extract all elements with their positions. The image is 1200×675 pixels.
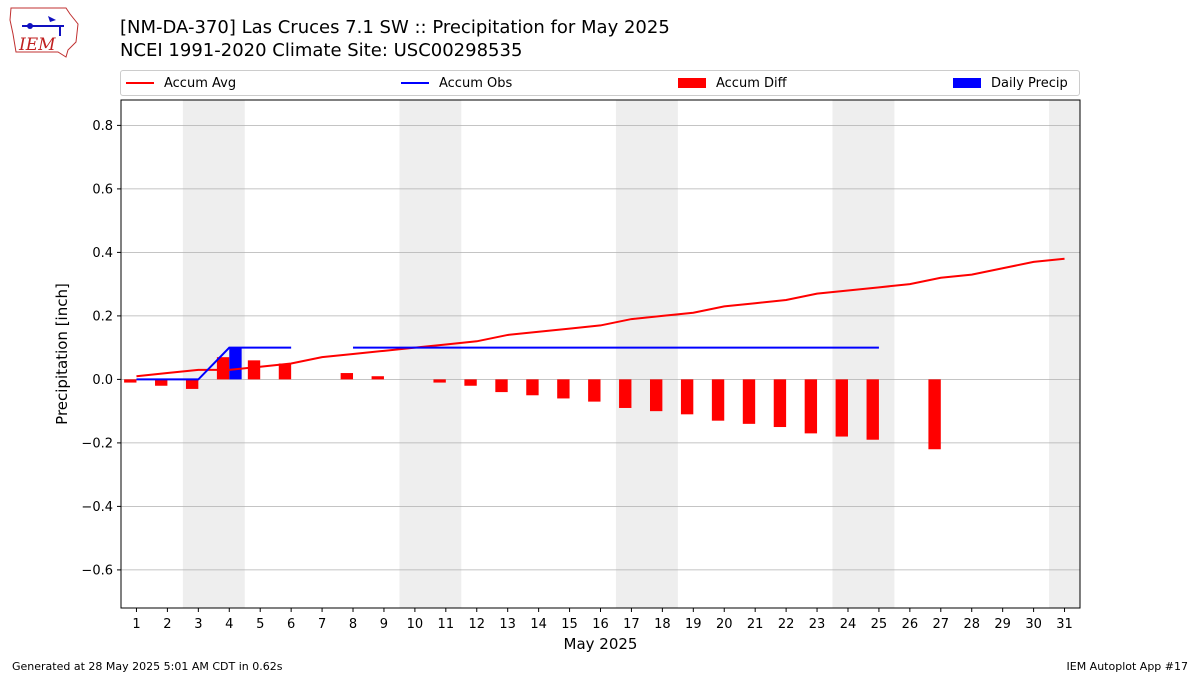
y-tick-label: 0.8 — [92, 119, 113, 134]
accum-diff-bar — [588, 379, 601, 402]
x-tick-label: 4 — [225, 617, 233, 632]
legend-label: Daily Precip — [991, 75, 1068, 91]
x-tick-label: 9 — [380, 617, 388, 632]
accum-diff-bar — [557, 379, 570, 399]
x-tick-label: 23 — [809, 617, 826, 632]
accum-diff-bar — [340, 373, 354, 380]
logo-text: IEM — [18, 35, 56, 55]
weekend-shade — [615, 100, 678, 608]
x-tick-label: 7 — [318, 617, 326, 632]
accum-diff-bar — [495, 379, 508, 393]
legend-daily-precip: Daily Precip — [953, 71, 1068, 95]
x-tick-label: 19 — [685, 617, 702, 632]
legend-swatch — [401, 82, 429, 84]
y-tick-label: −0.4 — [81, 500, 113, 515]
accum-diff-bar — [649, 379, 663, 412]
accum-diff-bar — [680, 379, 694, 415]
y-axis-label: Precipitation [inch] — [53, 283, 71, 425]
y-tick-label: 0.4 — [92, 246, 113, 261]
footer-app: IEM Autoplot App #17 — [1066, 660, 1189, 673]
x-tick-label: 18 — [654, 617, 671, 632]
x-tick-label: 21 — [747, 617, 764, 632]
accum-diff-bar — [928, 379, 941, 450]
x-tick-label: 2 — [163, 617, 171, 632]
legend-swatch — [953, 78, 981, 88]
accum-diff-bar — [155, 379, 168, 386]
accum-diff-bar — [619, 379, 632, 408]
legend-label: Accum Diff — [716, 75, 787, 91]
y-tick-label: 0.6 — [92, 182, 113, 197]
x-tick-label: 20 — [716, 617, 733, 632]
x-tick-label: 11 — [438, 617, 455, 632]
x-tick-label: 10 — [407, 617, 424, 632]
accum-diff-bar — [216, 357, 230, 380]
x-tick-label: 31 — [1056, 617, 1073, 632]
legend-swatch — [678, 78, 706, 88]
x-tick-label: 26 — [902, 617, 919, 632]
legend-accum-avg: Accum Avg — [126, 71, 236, 95]
accum-diff-bar — [464, 379, 477, 386]
legend: Accum Avg Accum Obs Accum Diff Daily Pre… — [120, 70, 1080, 96]
chart-subtitle: NCEI 1991-2020 Climate Site: USC00298535 — [120, 40, 523, 61]
accum-diff-bar — [433, 379, 446, 383]
accum-diff-bar — [711, 379, 725, 421]
x-tick-label: 3 — [194, 617, 202, 632]
accum-diff-bar — [742, 379, 756, 424]
legend-accum-diff: Accum Diff — [678, 71, 787, 95]
x-tick-label: 6 — [287, 617, 295, 632]
x-tick-label: 25 — [871, 617, 888, 632]
x-tick-label: 15 — [561, 617, 578, 632]
legend-label: Accum Avg — [164, 75, 237, 91]
x-tick-label: 14 — [530, 617, 547, 632]
accum-diff-bar — [773, 379, 787, 428]
accum-diff-bar — [866, 379, 879, 440]
accum-diff-bar — [124, 379, 137, 383]
x-tick-label: 13 — [499, 617, 516, 632]
accum-avg-line — [136, 257, 1065, 378]
x-tick-label: 30 — [1025, 617, 1042, 632]
y-tick-label: −0.6 — [81, 563, 113, 578]
y-tick-label: −0.2 — [81, 436, 113, 451]
weekend-shade — [399, 100, 462, 608]
accum-diff-bar — [185, 379, 199, 389]
x-tick-label: 17 — [623, 617, 640, 632]
legend-swatch — [126, 82, 154, 84]
footer-generated: Generated at 28 May 2025 5:01 AM CDT in … — [12, 660, 283, 673]
weekend-shade — [832, 100, 895, 608]
y-tick-label: 0.2 — [92, 309, 113, 324]
x-tick-label: 22 — [778, 617, 795, 632]
x-axis-label: May 2025 — [564, 635, 638, 653]
accum-diff-bar — [526, 379, 539, 396]
x-tick-label: 8 — [349, 617, 357, 632]
weekend-shade — [1049, 100, 1080, 608]
accum-diff-bar — [247, 360, 261, 380]
accum-diff-bar — [804, 379, 818, 434]
x-tick-label: 27 — [933, 617, 950, 632]
x-tick-label: 16 — [592, 617, 609, 632]
accum-obs-line — [136, 346, 292, 381]
x-tick-label: 1 — [132, 617, 140, 632]
accum-diff-bar — [371, 376, 384, 380]
y-tick-label: 0.0 — [92, 373, 113, 388]
x-tick-label: 29 — [994, 617, 1011, 632]
daily-precip-bar — [229, 347, 242, 380]
iem-logo: IEM — [9, 7, 79, 58]
accum-diff-bar — [278, 363, 292, 380]
legend-accum-obs: Accum Obs — [401, 71, 512, 95]
legend-label: Accum Obs — [439, 75, 513, 91]
x-tick-label: 28 — [963, 617, 980, 632]
x-tick-label: 12 — [468, 617, 485, 632]
x-tick-label: 24 — [840, 617, 857, 632]
x-tick-label: 5 — [256, 617, 264, 632]
accum-diff-bar — [835, 379, 848, 437]
plot-frame — [120, 99, 1081, 609]
chart-title: [NM-DA-370] Las Cruces 7.1 SW :: Precipi… — [120, 17, 670, 38]
